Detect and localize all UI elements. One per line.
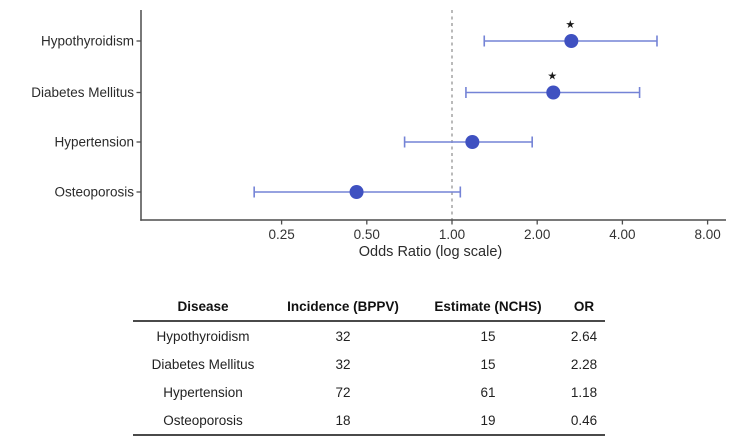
table-row: Osteoporosis 18 19 0.46 (133, 406, 605, 435)
table-cell: 15 (480, 328, 496, 344)
table-header-cell: Estimate (NCHS) (413, 297, 563, 322)
x-tick-label: 0.50 (354, 227, 380, 242)
table-cell: 19 (480, 412, 496, 428)
table-cell: 32 (335, 356, 351, 372)
or-point (349, 185, 364, 199)
x-axis-title: Odds Ratio (log scale) (359, 244, 502, 260)
or-point (564, 34, 579, 48)
x-tick-label: 8.00 (694, 227, 720, 242)
table-row: Hypertension 72 61 1.18 (133, 378, 605, 406)
category-label: Osteoporosis (54, 185, 134, 200)
x-tick-label: 2.00 (524, 227, 550, 242)
summary-table-container: Disease Incidence (BPPV) Estimate (NCHS) OR… (133, 297, 605, 436)
table-cell: 72 (335, 384, 351, 400)
table-cell: 18 (335, 412, 351, 428)
summary-table: Disease Incidence (BPPV) Estimate (NCHS) OR… (133, 297, 605, 436)
x-tick-label: 1.00 (439, 227, 465, 242)
table-cell: 2.28 (570, 356, 598, 372)
table-cell: 1.18 (570, 384, 598, 400)
significance-star: ★ (547, 71, 557, 83)
category-label: Diabetes Mellitus (31, 85, 134, 100)
table-header-row: Disease Incidence (BPPV) Estimate (NCHS) OR (133, 297, 605, 322)
x-tick-label: 4.00 (609, 227, 635, 242)
table-cell: 2.64 (570, 328, 598, 344)
table-cell: 15 (480, 356, 496, 372)
x-tick-label: 0.25 (268, 227, 294, 242)
table-row: Hypothyroidism 32 15 2.64 (133, 321, 605, 350)
table-row: Diabetes Mellitus 32 15 2.28 (133, 350, 605, 378)
or-point (465, 135, 480, 149)
table-cell: 0.46 (570, 412, 598, 428)
category-label: Hypertension (54, 135, 134, 150)
or-point (546, 85, 561, 100)
table-header-cell: Incidence (BPPV) (273, 297, 413, 322)
significance-star: ★ (565, 19, 575, 31)
table-cell: Osteoporosis (163, 412, 243, 428)
table-cell: Hypothyroidism (156, 328, 250, 344)
table-cell: Diabetes Mellitus (151, 356, 255, 372)
table-header-cell: Disease (133, 297, 273, 322)
category-label: Hypothyroidism (41, 34, 134, 49)
table-cell: 32 (335, 328, 351, 344)
table-cell: Hypertension (163, 384, 243, 400)
table-header-cell: OR (563, 297, 605, 322)
table-cell: 61 (480, 384, 496, 400)
forest-plot: 0.25 0.50 1.00 2.00 4.00 8.00 Odds Ratio (log … (31, 10, 726, 260)
